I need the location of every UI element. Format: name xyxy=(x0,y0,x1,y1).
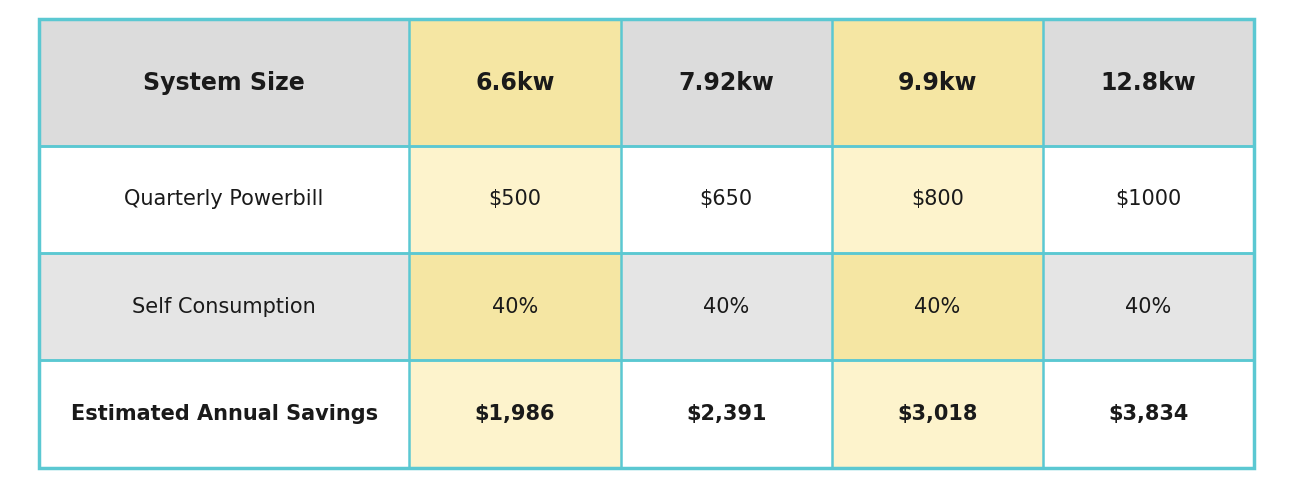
Text: 12.8kw: 12.8kw xyxy=(1100,71,1196,94)
Bar xyxy=(831,253,1043,360)
Text: Self Consumption: Self Consumption xyxy=(132,297,315,317)
Text: 40%: 40% xyxy=(703,297,750,317)
Bar xyxy=(831,146,1043,253)
Text: 7.92kw: 7.92kw xyxy=(679,71,775,94)
Bar xyxy=(39,19,410,146)
Bar xyxy=(410,253,621,360)
Bar xyxy=(831,360,1043,468)
Bar xyxy=(1043,146,1254,253)
Text: $800: $800 xyxy=(912,189,963,209)
Bar xyxy=(621,360,831,468)
Text: System Size: System Size xyxy=(144,71,305,94)
Bar xyxy=(410,19,621,146)
Text: 40%: 40% xyxy=(491,297,538,317)
Bar xyxy=(621,146,831,253)
Text: $3,018: $3,018 xyxy=(897,404,978,424)
Bar xyxy=(410,360,621,468)
Bar xyxy=(1043,360,1254,468)
Bar xyxy=(621,253,831,360)
Bar xyxy=(39,253,410,360)
Text: $3,834: $3,834 xyxy=(1108,404,1188,424)
Text: $500: $500 xyxy=(489,189,542,209)
Text: $1,986: $1,986 xyxy=(475,404,555,424)
Text: 9.9kw: 9.9kw xyxy=(897,71,978,94)
Bar xyxy=(39,360,410,468)
Bar xyxy=(621,19,831,146)
Text: 40%: 40% xyxy=(1125,297,1171,317)
Bar xyxy=(1043,19,1254,146)
Text: $1000: $1000 xyxy=(1116,189,1182,209)
Text: Estimated Annual Savings: Estimated Annual Savings xyxy=(71,404,378,424)
Bar xyxy=(39,146,410,253)
Bar xyxy=(410,146,621,253)
Bar xyxy=(1043,253,1254,360)
Text: $2,391: $2,391 xyxy=(687,404,767,424)
Text: $650: $650 xyxy=(700,189,753,209)
Text: 6.6kw: 6.6kw xyxy=(476,71,555,94)
Bar xyxy=(831,19,1043,146)
Text: Quarterly Powerbill: Quarterly Powerbill xyxy=(124,189,323,209)
Text: 40%: 40% xyxy=(914,297,961,317)
